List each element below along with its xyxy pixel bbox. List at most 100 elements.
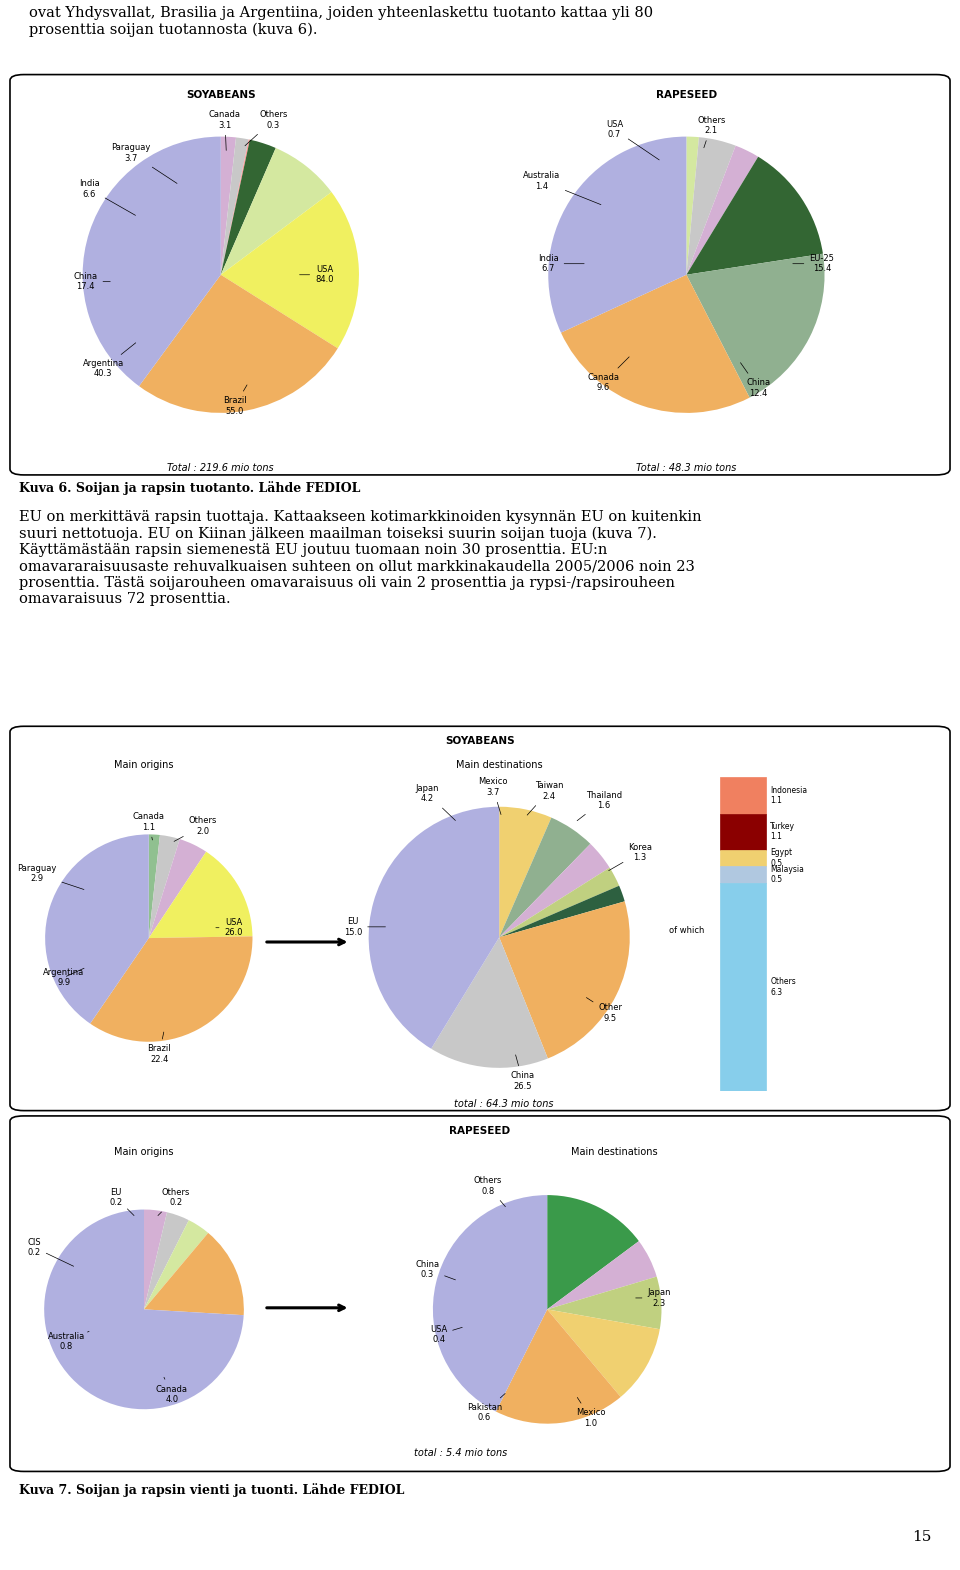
Text: Main origins: Main origins: [114, 1148, 174, 1157]
Text: Thailand
1.6: Thailand 1.6: [577, 791, 622, 821]
Wedge shape: [561, 275, 750, 413]
Wedge shape: [149, 838, 206, 939]
Text: Malaysia
0.5: Malaysia 0.5: [770, 865, 804, 884]
Text: Japan
4.2: Japan 4.2: [416, 783, 455, 821]
Bar: [720, 777, 765, 813]
Text: Main origins: Main origins: [114, 760, 174, 769]
Wedge shape: [139, 275, 338, 413]
Text: RAPESEED: RAPESEED: [449, 1126, 511, 1137]
Wedge shape: [221, 192, 359, 349]
FancyBboxPatch shape: [10, 727, 950, 1110]
Wedge shape: [144, 1220, 208, 1309]
FancyBboxPatch shape: [10, 75, 950, 474]
Wedge shape: [149, 851, 252, 939]
Text: USA
0.7: USA 0.7: [606, 119, 660, 160]
Title: RAPESEED: RAPESEED: [656, 89, 717, 100]
Bar: [720, 813, 765, 849]
Wedge shape: [499, 901, 630, 1058]
Text: EU
0.2: EU 0.2: [109, 1188, 134, 1215]
Bar: [720, 867, 765, 882]
Text: ovat Yhdysvallat, Brasilia ja Argentiina, joiden yhteenlaskettu tuotanto kattaa : ovat Yhdysvallat, Brasilia ja Argentiina…: [29, 6, 653, 38]
Text: Pakistan
0.6: Pakistan 0.6: [467, 1394, 505, 1422]
Wedge shape: [221, 148, 331, 275]
Text: China
12.4: China 12.4: [740, 363, 770, 397]
Wedge shape: [149, 834, 160, 939]
Wedge shape: [45, 834, 149, 1024]
Wedge shape: [90, 936, 252, 1042]
Text: Paraguay
3.7: Paraguay 3.7: [111, 143, 177, 184]
Wedge shape: [433, 1195, 547, 1411]
Wedge shape: [548, 137, 686, 333]
Wedge shape: [547, 1309, 660, 1397]
Wedge shape: [221, 140, 250, 275]
Text: Mexico
1.0: Mexico 1.0: [576, 1397, 606, 1427]
Wedge shape: [496, 1309, 621, 1424]
Wedge shape: [499, 843, 610, 937]
Text: China
17.4: China 17.4: [73, 272, 110, 292]
Text: China
26.5: China 26.5: [511, 1055, 535, 1091]
Wedge shape: [686, 137, 699, 275]
Text: Kuva 7. Soijan ja rapsin vienti ja tuonti. Lähde FEDIOL: Kuva 7. Soijan ja rapsin vienti ja tuont…: [19, 1484, 404, 1496]
Text: Others
2.1: Others 2.1: [697, 116, 726, 148]
Text: total : 64.3 mio tons: total : 64.3 mio tons: [454, 1099, 554, 1110]
Text: SOYABEANS: SOYABEANS: [445, 736, 515, 746]
Wedge shape: [144, 1232, 244, 1316]
Text: Others
2.0: Others 2.0: [174, 816, 217, 842]
Text: 15: 15: [912, 1531, 931, 1543]
Wedge shape: [83, 137, 221, 386]
Text: Japan
2.3: Japan 2.3: [636, 1289, 671, 1308]
Bar: [720, 882, 765, 1091]
Text: Brazil
55.0: Brazil 55.0: [223, 385, 247, 416]
Text: Turkey
1.1: Turkey 1.1: [770, 823, 795, 842]
Text: USA
0.4: USA 0.4: [430, 1325, 463, 1344]
Text: Main destinations: Main destinations: [456, 760, 542, 769]
Wedge shape: [686, 137, 735, 275]
Wedge shape: [369, 807, 499, 1049]
Text: Taiwan
2.4: Taiwan 2.4: [527, 782, 564, 815]
Text: Canada
4.0: Canada 4.0: [156, 1377, 188, 1404]
Wedge shape: [149, 835, 180, 939]
Text: Kuva 6. Soijan ja rapsin tuotanto. Lähde FEDIOL: Kuva 6. Soijan ja rapsin tuotanto. Lähde…: [19, 482, 361, 495]
Text: EU
15.0: EU 15.0: [344, 917, 386, 937]
Text: Korea
1.3: Korea 1.3: [609, 843, 652, 871]
Text: EU on merkittävä rapsin tuottaja. Kattaakseen kotimarkkinoiden kysynnän EU on ku: EU on merkittävä rapsin tuottaja. Kattaa…: [19, 510, 702, 606]
Text: India
6.6: India 6.6: [79, 179, 135, 215]
Text: Canada
1.1: Canada 1.1: [132, 812, 165, 840]
Wedge shape: [686, 146, 758, 275]
Text: Brazil
22.4: Brazil 22.4: [147, 1031, 171, 1064]
Text: China
0.3: China 0.3: [415, 1259, 455, 1280]
Wedge shape: [499, 807, 551, 937]
Text: Other
9.5: Other 9.5: [587, 997, 622, 1022]
Text: EU-25
15.4: EU-25 15.4: [793, 254, 834, 273]
Text: Others
0.8: Others 0.8: [473, 1176, 505, 1207]
Wedge shape: [221, 138, 249, 275]
Text: Argentina
40.3: Argentina 40.3: [83, 342, 135, 378]
Wedge shape: [547, 1195, 638, 1309]
Wedge shape: [431, 937, 548, 1068]
Text: of which: of which: [669, 926, 704, 934]
Text: total : 5.4 mio tons: total : 5.4 mio tons: [414, 1448, 508, 1459]
Text: India
6.7: India 6.7: [538, 254, 584, 273]
Text: Main destinations: Main destinations: [571, 1148, 658, 1157]
Text: Total : 48.3 mio tons: Total : 48.3 mio tons: [636, 463, 736, 473]
Bar: [720, 849, 765, 867]
Wedge shape: [44, 1209, 244, 1410]
Text: Australia
1.4: Australia 1.4: [522, 171, 601, 204]
Wedge shape: [499, 868, 619, 937]
Text: USA
84.0: USA 84.0: [300, 265, 334, 284]
Text: Others
0.2: Others 0.2: [158, 1188, 190, 1215]
Text: USA
26.0: USA 26.0: [216, 918, 243, 937]
FancyBboxPatch shape: [10, 1116, 950, 1471]
Title: SOYABEANS: SOYABEANS: [186, 89, 255, 100]
Wedge shape: [547, 1276, 661, 1330]
Text: Egypt
0.5: Egypt 0.5: [770, 848, 792, 868]
Text: Others
0.3: Others 0.3: [245, 110, 287, 146]
Wedge shape: [144, 1209, 167, 1309]
Wedge shape: [221, 140, 276, 275]
Text: Canada
9.6: Canada 9.6: [588, 356, 629, 392]
Text: CIS
0.2: CIS 0.2: [28, 1237, 74, 1267]
Wedge shape: [221, 137, 236, 275]
Text: Paraguay
2.9: Paraguay 2.9: [17, 864, 84, 890]
Text: Australia
0.8: Australia 0.8: [47, 1331, 89, 1352]
Wedge shape: [499, 885, 625, 937]
